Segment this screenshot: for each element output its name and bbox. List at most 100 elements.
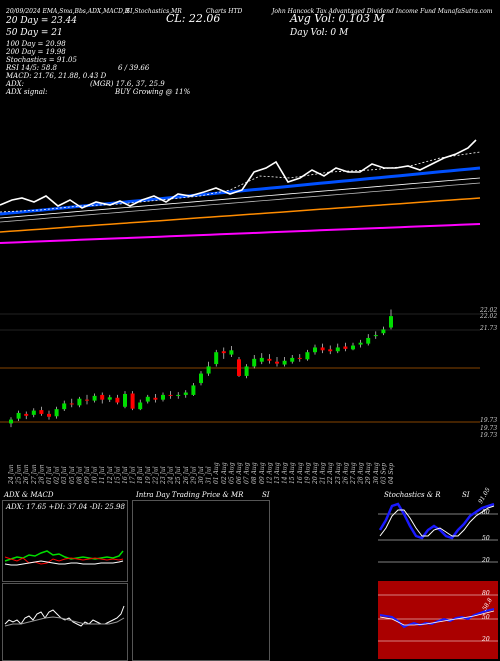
header-symbol: Charts HTD xyxy=(206,8,243,15)
date-label: 15 Jul xyxy=(114,466,121,484)
intraday-panel xyxy=(132,500,270,661)
date-label: 13 Aug xyxy=(274,462,281,484)
candle-body xyxy=(54,409,59,417)
date-label: 09 Jul xyxy=(84,466,91,484)
macd-lines xyxy=(4,605,125,627)
candle-body xyxy=(221,351,226,354)
candle-body xyxy=(237,359,241,376)
candle-body xyxy=(297,357,302,359)
date-label: 28 Jun xyxy=(38,464,45,485)
header-title: John Hancock Tax Advantaged Dividend Inc… xyxy=(272,8,493,15)
date-label: 19 Jul xyxy=(145,466,152,484)
date-label: 27 Jun xyxy=(31,464,38,485)
rsi-tick-80: 80 xyxy=(482,590,490,597)
candle-body xyxy=(259,357,264,362)
mgr-text: (MGR) 17.6, 37, 25.9 xyxy=(90,80,165,88)
candle-body xyxy=(206,366,211,374)
date-label: 10 Jul xyxy=(92,466,99,484)
intraday-panel-title: Intra Day Trading Price & MR xyxy=(136,491,244,499)
candle-body xyxy=(168,394,173,396)
price-label-3: 19.73 xyxy=(480,417,498,424)
date-label: 23 Jul xyxy=(160,466,167,485)
stoch-panel-title: Stochastics & R xyxy=(384,491,441,499)
adx-signal-label: ADX signal: xyxy=(6,88,48,96)
candle-body xyxy=(335,347,340,352)
candle-body xyxy=(107,397,112,400)
close-text: CL: 22.06 xyxy=(166,12,221,25)
candle-body xyxy=(62,403,67,410)
candle-body xyxy=(39,410,44,414)
date-label: 16 Jul xyxy=(122,466,129,484)
adx-panel: ADX: 17.65 +DI: 37.04 -DI: 25.98 xyxy=(2,500,128,582)
stoch-tick-50: 50 xyxy=(482,535,490,542)
rsi-line xyxy=(379,608,495,629)
candle-body xyxy=(290,357,295,362)
date-label: 05 Jul xyxy=(69,466,76,484)
date-label: 12 Aug xyxy=(266,462,273,484)
candle-body xyxy=(153,397,158,400)
candle-body xyxy=(145,396,150,402)
candle-body xyxy=(389,316,393,328)
date-label: 30 Jul xyxy=(198,466,205,484)
day-vol-text: Day Vol: 0 M xyxy=(290,28,349,38)
date-label: 02 Aug xyxy=(221,462,228,484)
candle-body xyxy=(199,373,203,384)
price-label-5: 19.73 xyxy=(480,432,498,439)
date-label: 11 Jul xyxy=(99,466,106,484)
rsi-tick-20: 20 xyxy=(482,636,490,643)
candle-body xyxy=(275,361,279,364)
date-axis: 24 Jun 25 Jun 26 Jun 27 Jun 28 Jun 01 Jul 02 J… xyxy=(8,462,395,485)
date-label: 23 Aug xyxy=(335,462,342,485)
date-label: 25 Jul xyxy=(175,466,182,485)
candle-body xyxy=(161,394,165,400)
ma100-text: 100 Day = 20.98 xyxy=(6,40,66,48)
stoch-d-line xyxy=(379,505,495,537)
price-label-2: 21.73 xyxy=(480,325,498,332)
price-label-1b: 22.02 xyxy=(480,313,498,320)
candle-body xyxy=(115,397,120,403)
candle-body xyxy=(183,392,188,395)
intraday-si-label: SI xyxy=(262,491,270,499)
date-label: 17 Jul xyxy=(130,466,137,484)
date-label: 29 Jul xyxy=(190,466,197,485)
candle-body xyxy=(358,342,363,345)
candle-body xyxy=(252,358,257,367)
date-label: 08 Jul xyxy=(76,466,83,484)
date-label: 31 Jul xyxy=(206,466,213,484)
date-label: 22 Jul xyxy=(152,466,159,485)
date-label: 03 Jul xyxy=(61,466,68,484)
candle-body xyxy=(282,360,287,365)
date-label: 16 Aug xyxy=(297,462,304,484)
adx-plus-di-line xyxy=(4,550,124,562)
candle-body xyxy=(176,394,181,396)
price-label-4: 19.73 xyxy=(480,425,498,432)
ma20-text: 20 Day = 23.44 xyxy=(6,16,78,26)
stochastics-panel: 80 50 20 91.05 xyxy=(378,487,498,578)
candle-body xyxy=(366,337,371,344)
date-label: 06 Aug xyxy=(236,462,243,484)
ema-100-line xyxy=(0,197,481,233)
candle-body xyxy=(123,393,127,407)
candle-body xyxy=(69,403,74,405)
rsi-tick-50: 50 xyxy=(482,614,490,621)
candle-body xyxy=(313,347,317,353)
sma-50-line xyxy=(0,177,481,219)
candle-body xyxy=(92,395,97,401)
candle-body xyxy=(100,394,105,400)
date-label: 30 Aug xyxy=(373,462,380,484)
adx-line xyxy=(4,560,124,566)
bb-lower-line xyxy=(0,182,481,223)
stochastics-text: Stochastics = 91.05 xyxy=(6,56,77,64)
stoch-si-label: SI xyxy=(462,491,470,499)
date-label: 28 Aug xyxy=(358,462,365,485)
date-label: 27 Aug xyxy=(350,462,357,485)
ma200-text: 200 Day = 19.98 xyxy=(6,48,66,56)
candle-body xyxy=(267,358,272,361)
date-label: 26 Aug xyxy=(342,462,349,485)
date-label: 29 Aug xyxy=(365,462,372,485)
rsi-text: RSI 14/5: 58.8 xyxy=(6,64,57,72)
date-label: 03 Sep xyxy=(380,463,387,484)
date-label: 12 Jul xyxy=(107,466,114,484)
stoch-tick-80: 80 xyxy=(482,509,490,516)
candle-body xyxy=(343,346,348,349)
